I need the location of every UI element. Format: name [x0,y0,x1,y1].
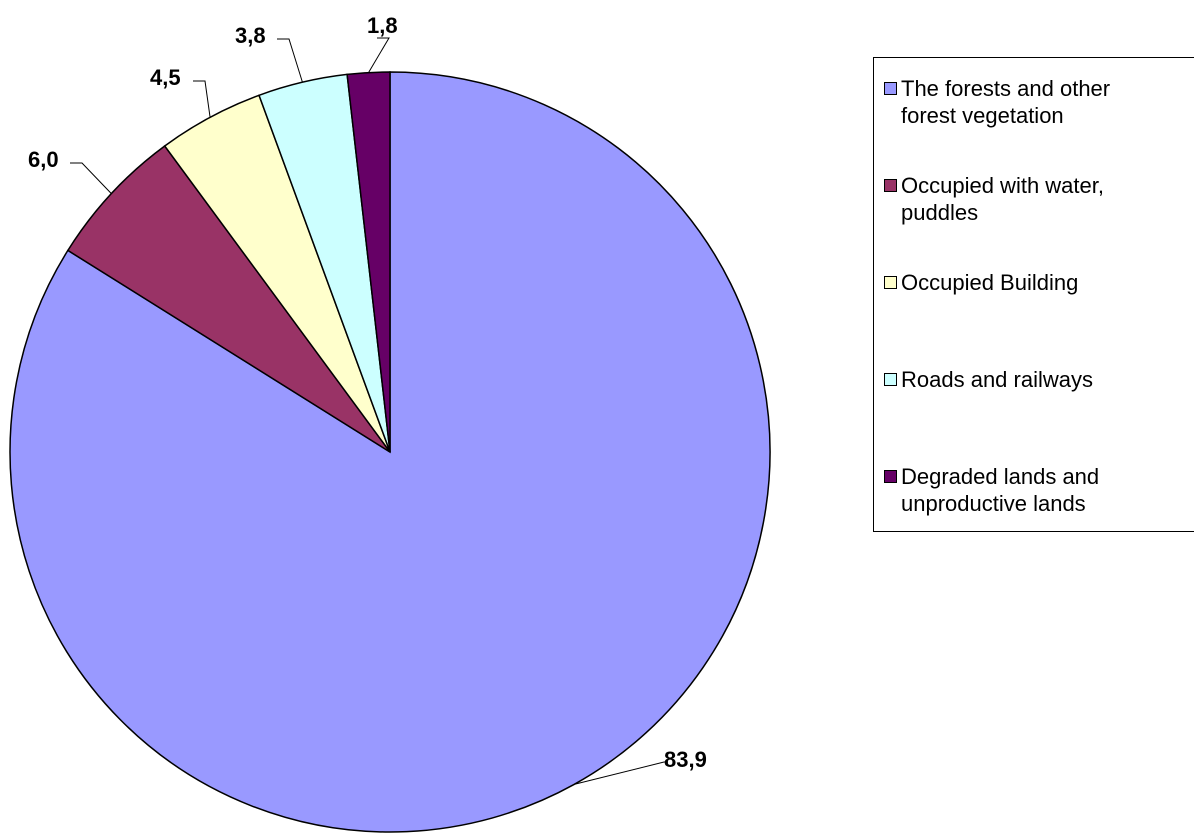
pie-slices [9,71,771,833]
data-label-forests: 83,9 [664,747,707,772]
leader-lines [70,37,668,785]
leader-line-building [193,80,211,118]
data-labels: 83,9 6,0 4,5 3,8 1,8 [28,13,707,772]
legend-label-degraded: Degraded lands and unproductive lands [901,464,1100,516]
legend-item-building: Occupied Building [884,269,1194,296]
data-label-water: 6,0 [28,147,59,172]
legend-item-water: Occupied with water, puddles [884,172,1194,226]
legend-item-degraded: Degraded lands and unproductive lands [884,463,1194,517]
leader-line-degraded [368,37,390,73]
legend-swatch-roads [884,373,897,386]
leader-line-roads [277,38,303,83]
legend-item-roads: Roads and railways [884,366,1194,393]
data-label-roads: 3,8 [235,23,266,48]
legend: The forests and other forest vegetation … [873,57,1194,532]
legend-swatch-water [884,179,897,192]
data-label-degraded: 1,8 [367,13,398,38]
legend-label-forests: The forests and other forest vegetation [901,76,1111,128]
leader-line-water [70,162,112,194]
legend-label-building: Occupied Building [901,270,1079,295]
legend-swatch-degraded [884,470,897,483]
legend-swatch-forests [884,82,897,95]
leader-line-forests [573,761,668,785]
legend-label-roads: Roads and railways [901,367,1093,392]
legend-label-water: Occupied with water, puddles [901,173,1104,225]
legend-item-forests: The forests and other forest vegetation [884,75,1194,129]
data-label-building: 4,5 [150,65,181,90]
legend-swatch-building [884,276,897,289]
pie-slice-water [66,144,391,453]
